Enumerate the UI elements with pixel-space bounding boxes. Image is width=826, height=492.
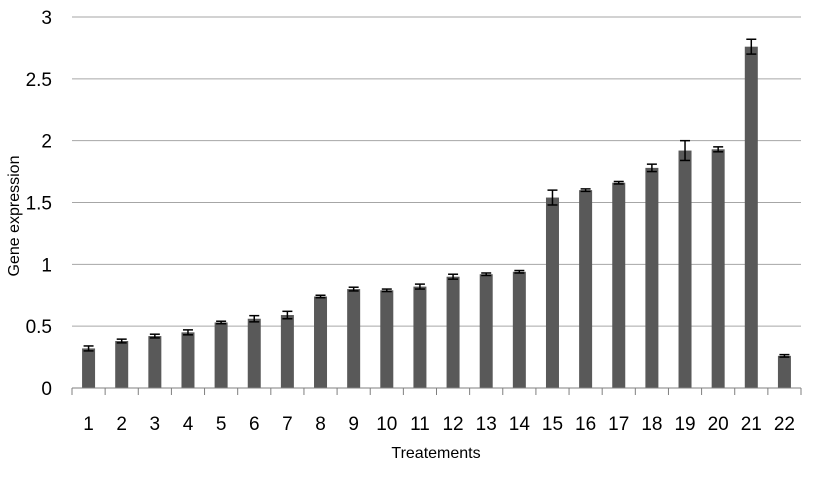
x-tick-label: 14 (509, 414, 531, 435)
error-bar-11 (414, 283, 425, 290)
x-tick-label: 6 (249, 414, 260, 435)
y-axis-title: Gene expression (6, 156, 23, 277)
x-tick-label: 9 (348, 414, 359, 435)
y-tick-labels: 0 0.5 1 1.5 2 2.5 3 (26, 8, 52, 400)
error-bar-16 (580, 188, 591, 193)
y-tick-label: 3 (41, 8, 52, 29)
error-bar-15 (547, 189, 558, 206)
bar-15 (545, 197, 559, 388)
bar-17 (612, 182, 626, 388)
bar-13 (479, 274, 493, 388)
error-bar-2 (116, 338, 127, 344)
x-tick-label: 4 (183, 414, 194, 435)
bar-11 (413, 286, 427, 388)
x-tick-label: 10 (376, 414, 397, 435)
error-bar-12 (448, 273, 459, 280)
error-bar-9 (348, 286, 359, 292)
x-tick-labels: 1 2 3 4 5 6 7 8 9 10 11 12 13 14 15 16 17 18 19 20 21 22 (83, 414, 795, 435)
error-bar-14 (514, 269, 525, 274)
bar-21 (744, 46, 758, 389)
error-bar-3 (149, 333, 160, 339)
bars (82, 46, 791, 389)
bar-10 (380, 290, 394, 388)
x-tick-label: 22 (774, 414, 795, 435)
x-tick-label: 21 (741, 414, 762, 435)
x-tick-label: 5 (216, 414, 227, 435)
error-bar-21 (746, 38, 757, 55)
y-tick-label: 2 (41, 132, 52, 153)
bar-9 (347, 289, 361, 388)
bar-7 (280, 315, 294, 388)
error-bar-13 (481, 272, 492, 277)
bar-14 (512, 271, 526, 388)
error-bar-4 (182, 329, 193, 336)
bar-1 (82, 348, 96, 388)
y-tick-label: 0 (41, 379, 52, 400)
x-tick-label: 12 (442, 414, 463, 435)
x-tick-label: 11 (410, 414, 430, 435)
x-tick-label: 7 (282, 414, 293, 435)
error-bar-22 (779, 353, 790, 358)
error-bar-20 (713, 146, 724, 153)
y-tick-label: 2.5 (26, 70, 52, 91)
x-tick-label: 17 (608, 414, 629, 435)
bar-20 (711, 149, 725, 388)
error-bar-5 (216, 320, 227, 325)
x-tick-label: 16 (575, 414, 596, 435)
error-bar-8 (315, 294, 326, 299)
bar-22 (777, 355, 791, 388)
error-bar-7 (282, 310, 293, 320)
bar-4 (181, 332, 195, 388)
error-bar-1 (83, 345, 94, 352)
x-tick-label: 13 (476, 414, 497, 435)
x-tick-label: 3 (150, 414, 161, 435)
error-bar-10 (381, 288, 392, 293)
x-tick-label: 19 (674, 414, 695, 435)
x-tick-label: 8 (315, 414, 326, 435)
error-bar-17 (613, 180, 624, 185)
x-tick-label: 1 (83, 414, 94, 435)
y-tick-label: 1.5 (26, 194, 52, 215)
bar-12 (446, 276, 460, 388)
error-bar-19 (680, 139, 691, 162)
gridlines (72, 16, 801, 327)
bar-6 (247, 318, 261, 388)
error-bar-6 (249, 314, 260, 323)
error-bar-18 (646, 163, 657, 173)
y-tick-label: 1 (41, 255, 52, 276)
bar-5 (214, 322, 228, 388)
y-tick-label: 0.5 (26, 317, 52, 338)
x-tick-label: 20 (708, 414, 729, 435)
error-bars (83, 38, 790, 358)
x-tick-label: 15 (542, 414, 563, 435)
x-axis (71, 387, 802, 395)
bar-16 (579, 190, 593, 388)
bar-3 (148, 336, 162, 388)
x-tick-label: 2 (116, 414, 127, 435)
bar-19 (678, 150, 692, 388)
bar-2 (115, 341, 129, 388)
x-tick-label: 18 (641, 414, 662, 435)
bar-18 (645, 167, 659, 388)
bar-8 (314, 296, 328, 388)
x-axis-title: Treatements (391, 445, 480, 462)
